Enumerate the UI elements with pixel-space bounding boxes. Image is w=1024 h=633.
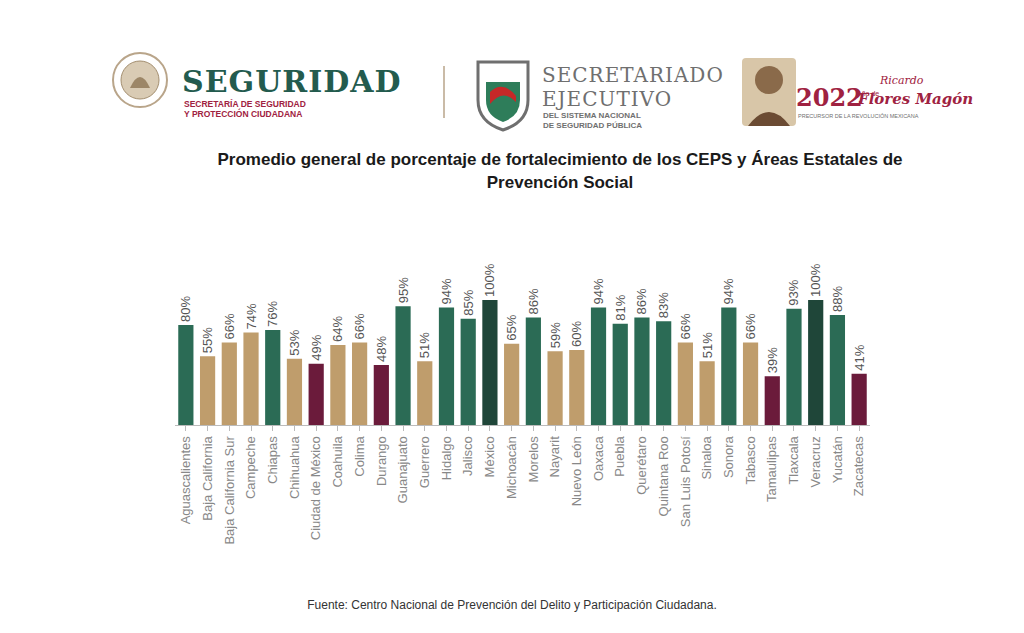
svg-text:Chihuahua: Chihuahua	[287, 435, 302, 499]
svg-text:95%: 95%	[396, 277, 411, 303]
svg-text:Chiapas: Chiapas	[265, 436, 280, 484]
svg-text:93%: 93%	[786, 279, 801, 305]
svg-text:EJECUTIVO: EJECUTIVO	[542, 87, 672, 111]
svg-text:94%: 94%	[721, 278, 736, 304]
svg-text:86%: 86%	[634, 288, 649, 314]
svg-text:100%: 100%	[482, 263, 497, 297]
svg-text:SECRETARIADO: SECRETARIADO	[542, 63, 724, 87]
svg-text:Morelos: Morelos	[526, 436, 541, 483]
html-text:Fuente: Centro Nacional de Pre: Fuente: Centro Nacional de Prevención de…	[307, 598, 717, 612]
svg-text:Aguascalientes: Aguascalientes	[178, 436, 193, 525]
svg-text:41%: 41%	[852, 344, 867, 370]
svg-text:39%: 39%	[765, 347, 780, 373]
svg-text:San Luis Potosí: San Luis Potosí	[678, 436, 693, 527]
svg-text:66%: 66%	[222, 313, 237, 339]
svg-text:66%: 66%	[352, 313, 367, 339]
svg-text:Ciudad de México: Ciudad de México	[308, 436, 323, 540]
svg-text:74%: 74%	[244, 303, 259, 329]
svg-text:94%: 94%	[439, 278, 454, 304]
svg-text:Tlaxcala: Tlaxcala	[786, 435, 801, 484]
svg-text:Zacatecas: Zacatecas	[851, 436, 866, 496]
svg-text:Sonora: Sonora	[721, 435, 736, 478]
svg-text:DE SEGURIDAD PÚBLICA: DE SEGURIDAD PÚBLICA	[543, 121, 642, 130]
svg-text:66%: 66%	[678, 313, 693, 339]
svg-text:México: México	[482, 436, 497, 477]
svg-text:Quintana Roo: Quintana Roo	[656, 436, 671, 516]
svg-text:Guerrero: Guerrero	[417, 436, 432, 488]
svg-text:Jalisco: Jalisco	[460, 436, 475, 476]
svg-text:2022: 2022	[796, 83, 863, 112]
svg-text:Nuevo León: Nuevo León	[569, 436, 584, 506]
svg-text:60%: 60%	[569, 321, 584, 347]
svg-text:DEL SISTEMA NACIONAL: DEL SISTEMA NACIONAL	[543, 111, 641, 120]
svg-text:81%: 81%	[613, 294, 628, 320]
svg-text:Michoacán: Michoacán	[504, 436, 519, 499]
svg-text:Tamaulipas: Tamaulipas	[764, 436, 779, 502]
svg-text:76%: 76%	[265, 301, 280, 327]
svg-text:48%: 48%	[374, 336, 389, 362]
svg-text:64%: 64%	[330, 316, 345, 342]
svg-text:80%: 80%	[178, 296, 193, 322]
svg-text:Y PROTECCIÓN CIUDADANA: Y PROTECCIÓN CIUDADANA	[184, 108, 302, 119]
svg-text:Coahuila: Coahuila	[330, 435, 345, 487]
svg-text:100%: 100%	[808, 263, 823, 297]
svg-text:PRECURSOR DE LA REVOLUCIÓN MEX: PRECURSOR DE LA REVOLUCIÓN MEXICANA	[798, 113, 919, 119]
svg-text:SEGURIDAD: SEGURIDAD	[182, 64, 402, 99]
svg-text:Oaxaca: Oaxaca	[591, 435, 606, 481]
svg-text:65%: 65%	[504, 314, 519, 340]
svg-text:Durango: Durango	[374, 436, 389, 486]
svg-text:Guanajuato: Guanajuato	[395, 436, 410, 503]
svg-text:Flores Magón: Flores Magón	[857, 90, 973, 108]
svg-text:88%: 88%	[830, 286, 845, 312]
svg-text:83%: 83%	[656, 292, 671, 318]
svg-text:85%: 85%	[461, 289, 476, 315]
html-text:Promedio general de porcentaje: Promedio general de porcentaje de fortal…	[217, 150, 903, 192]
svg-text:Baja California: Baja California	[200, 435, 215, 520]
svg-text:Puebla: Puebla	[612, 435, 627, 476]
svg-text:51%: 51%	[417, 332, 432, 358]
svg-text:66%: 66%	[743, 313, 758, 339]
svg-text:Veracruz: Veracruz	[808, 436, 823, 487]
svg-text:Colima: Colima	[352, 435, 367, 476]
svg-text:59%: 59%	[548, 322, 563, 348]
svg-text:86%: 86%	[526, 288, 541, 314]
svg-text:Tabasco: Tabasco	[743, 436, 758, 484]
svg-text:Sinaloa: Sinaloa	[699, 435, 714, 479]
svg-text:Hidalgo: Hidalgo	[439, 436, 454, 480]
svg-text:Nayarit: Nayarit	[547, 436, 562, 478]
svg-text:Baja California Sur: Baja California Sur	[222, 436, 237, 545]
svg-text:53%: 53%	[287, 329, 302, 355]
svg-text:55%: 55%	[200, 327, 215, 353]
svg-text:Yucatán: Yucatán	[830, 436, 845, 483]
svg-text:Campeche: Campeche	[243, 436, 258, 499]
svg-text:94%: 94%	[591, 278, 606, 304]
svg-text:SECRETARÍA DE SEGURIDAD: SECRETARÍA DE SEGURIDAD	[184, 99, 306, 109]
svg-text:Querétaro: Querétaro	[634, 436, 649, 495]
svg-text:51%: 51%	[700, 332, 715, 358]
svg-text:49%: 49%	[309, 334, 324, 360]
svg-text:Ricardo: Ricardo	[879, 74, 924, 87]
